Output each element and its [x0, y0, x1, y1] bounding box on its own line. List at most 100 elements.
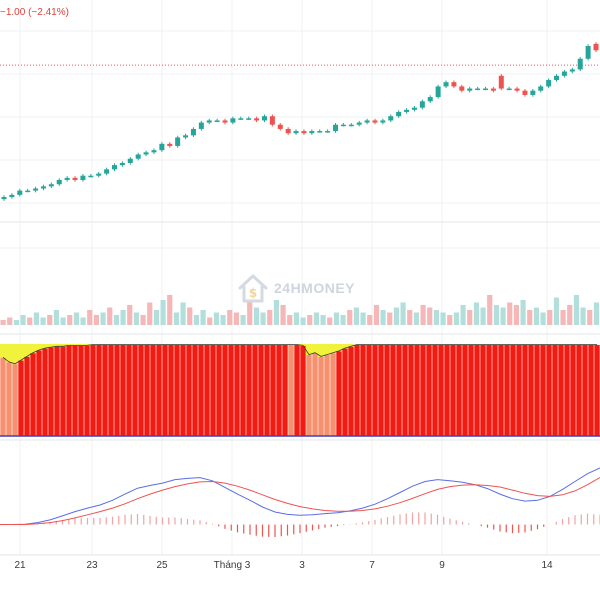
indicator-bar: [528, 344, 534, 436]
volume-bar: [153, 310, 159, 325]
candle-body: [348, 124, 354, 127]
indicator-bar: [522, 344, 528, 436]
candle-body: [364, 120, 370, 123]
indicator-bar: [582, 344, 588, 436]
volume-bar: [427, 307, 433, 325]
watermark: $ 24HMONEY: [236, 268, 376, 308]
candle-body: [546, 80, 552, 87]
candle-body: [190, 128, 196, 136]
volume-bar: [320, 315, 326, 325]
volume-bar: [360, 312, 366, 325]
indicator-bar: [156, 344, 162, 436]
candle-body: [419, 101, 425, 108]
indicator-bar: [216, 344, 222, 436]
indicator-yellow: [48, 344, 54, 348]
volume-bar: [333, 312, 339, 325]
indicator-bar: [462, 344, 468, 436]
candle-body: [317, 131, 323, 133]
indicator-bar: [210, 344, 216, 436]
volume-bar: [433, 310, 439, 325]
indicator-bar: [252, 344, 258, 436]
volume-bar: [407, 310, 413, 325]
candle-body: [309, 131, 315, 134]
volume-bar: [20, 315, 26, 325]
volume-bar: [440, 312, 446, 325]
candle-body: [427, 97, 433, 102]
indicator-yellow: [300, 344, 306, 346]
volume-bar: [273, 300, 279, 325]
volume-bar: [207, 317, 213, 325]
indicator-bar: [576, 344, 582, 436]
candle-body: [380, 120, 386, 123]
indicator-bar: [468, 344, 474, 436]
volume-bar: [487, 295, 493, 325]
volume-bar: [527, 310, 533, 325]
indicator-bar: [390, 344, 396, 436]
volume-bar: [387, 312, 393, 325]
candle-body: [325, 131, 331, 133]
volume-bar: [200, 310, 206, 325]
indicator-bar: [150, 344, 156, 436]
volume-bar: [173, 312, 179, 325]
volume-bar: [27, 317, 33, 325]
volume-bar: [460, 305, 466, 325]
indicator-bar: [30, 353, 36, 436]
indicator-bar: [222, 344, 228, 436]
candle-body: [72, 177, 78, 180]
volume-bar: [0, 320, 6, 325]
candle-body: [198, 122, 204, 129]
indicator-bar: [36, 350, 42, 436]
indicator-bar: [336, 351, 342, 436]
indicator-bar: [174, 344, 180, 436]
volume-bar: [107, 307, 113, 325]
volume-bar: [267, 310, 273, 325]
indicator-bar: [78, 345, 84, 436]
volume-bar: [40, 317, 46, 325]
indicator-bar: [564, 344, 570, 436]
volume-bar: [7, 317, 13, 325]
volume-bar: [53, 310, 59, 325]
candle-body: [522, 90, 528, 95]
volume-bar: [80, 317, 86, 325]
indicator-bar: [516, 344, 522, 436]
candle-body: [396, 111, 402, 117]
volume-bar: [227, 310, 233, 325]
indicator-bar: [414, 344, 420, 436]
volume-bar: [520, 300, 526, 325]
indicator-bar: [264, 344, 270, 436]
indicator-bar: [138, 344, 144, 436]
indicator-bar: [324, 355, 330, 436]
indicator-bar: [492, 344, 498, 436]
indicator-bar: [372, 344, 378, 436]
indicator-bar: [546, 344, 552, 436]
candle-body: [25, 190, 31, 193]
volume-bar: [413, 312, 419, 325]
indicator-yellow: [12, 344, 18, 365]
x-tick-label: 9: [439, 560, 445, 571]
candle-body: [459, 86, 465, 91]
candle-body: [206, 120, 212, 123]
candle-body: [569, 69, 575, 72]
candle-body: [451, 82, 457, 87]
indicator-bar: [312, 353, 318, 436]
indicator-bar: [114, 344, 120, 436]
indicator-bar: [498, 344, 504, 436]
candle-body: [254, 118, 260, 121]
volume-bar: [120, 310, 126, 325]
indicator-bar: [144, 344, 150, 436]
indicator-bar: [348, 346, 354, 436]
candle-body: [112, 165, 118, 170]
volume-bar: [113, 315, 119, 325]
indicator-bar: [558, 344, 564, 436]
volume-bar: [100, 312, 106, 325]
indicator-bar: [48, 347, 54, 436]
indicator-bar: [306, 355, 312, 436]
indicator-yellow: [336, 344, 342, 352]
volume-bar: [260, 312, 266, 325]
indicator-bar: [18, 360, 24, 436]
candle-body: [175, 137, 181, 146]
volume-bar: [393, 307, 399, 325]
indicator-bar: [186, 344, 192, 436]
